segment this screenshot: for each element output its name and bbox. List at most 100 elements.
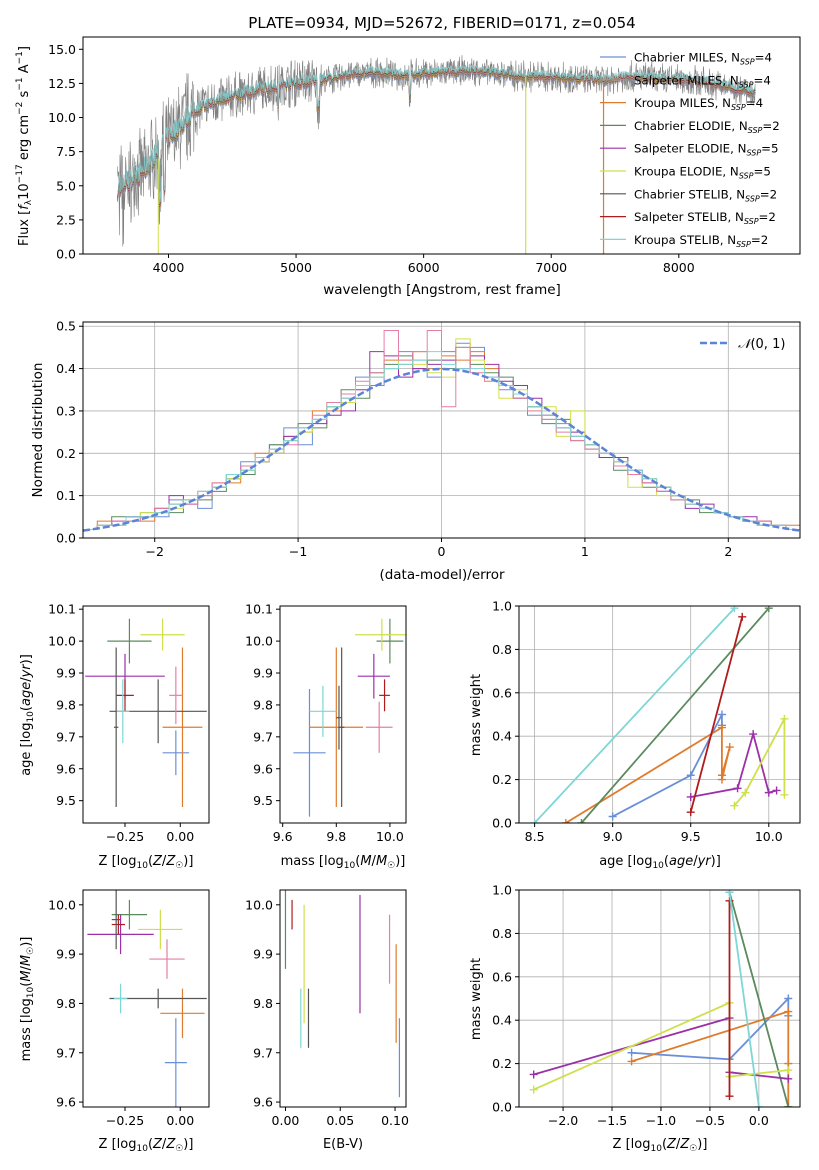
ebv-mass-axes-frame bbox=[279, 889, 407, 1108]
weight-point-marker bbox=[717, 710, 726, 719]
z-weight-ticks: −2.0 −1.5 −1.0 −0.5 0.0 0.0 0.2 0.4 0.6 0.8 1.0 bbox=[492, 883, 769, 1129]
weight-series-line bbox=[533, 607, 736, 823]
spectrum-title: PLATE=0934, MJD=52672, FIBERID=0171, z=0… bbox=[248, 14, 635, 32]
weight-series-line bbox=[689, 616, 744, 813]
weight-point-marker bbox=[754, 1103, 763, 1107]
weight-point-marker bbox=[733, 784, 742, 793]
weight-point-marker bbox=[686, 792, 695, 801]
weight-point-marker bbox=[725, 743, 734, 752]
weight-point-marker bbox=[784, 1066, 793, 1075]
x-tick-label: −1 bbox=[289, 544, 307, 559]
x-tick-label: 5000 bbox=[280, 260, 312, 275]
residual-panel: −2 −1 0 1 2 0.0 0.1 0.2 0.3 0.4 0.5 (data-model)/e… bbox=[30, 319, 801, 583]
legend-label: Chabrier ELODIE, NSSP=2 bbox=[634, 119, 780, 135]
x-tick-label: −0.25 bbox=[106, 1113, 144, 1128]
y-tick-label: 2.5 bbox=[56, 212, 76, 227]
age-weight-y-label: mass weight bbox=[469, 674, 484, 756]
z-age-panel: −0.25 0.00 9.5 9.6 9.7 9.8 9.9 10.0 10.1 Z [log1… bbox=[19, 602, 210, 871]
weight-point-marker bbox=[577, 819, 586, 823]
x-tick-label: 1 bbox=[581, 544, 589, 559]
legend-label: Salpeter ELODIE, NSSP=5 bbox=[634, 142, 779, 158]
age-weight-axes-frame bbox=[518, 605, 801, 824]
weight-point-marker bbox=[784, 1007, 793, 1016]
residual-legend: 𝒩(0, 1) bbox=[700, 337, 785, 352]
y-tick-label: 9.7 bbox=[56, 729, 76, 744]
legend-label: Chabrier STELIB, NSSP=2 bbox=[634, 187, 777, 203]
weight-point-marker bbox=[725, 890, 734, 897]
y-tick-label: 9.9 bbox=[253, 947, 273, 962]
x-tick-label: 4000 bbox=[153, 260, 185, 275]
y-tick-label: 1.0 bbox=[492, 599, 512, 614]
y-tick-label: 0.4 bbox=[56, 361, 76, 376]
weight-series-line bbox=[728, 892, 760, 1107]
weight-point-marker bbox=[608, 812, 617, 821]
y-tick-label: 9.5 bbox=[253, 793, 273, 808]
z-mass-panel: −0.25 0.00 9.6 9.7 9.8 9.9 10.0 Z [log10(Z/Z☉)… bbox=[19, 889, 210, 1154]
y-tick-label: 10.0 bbox=[48, 897, 76, 912]
x-tick-label: 9.5 bbox=[681, 829, 701, 844]
x-tick-label: 10.0 bbox=[755, 829, 783, 844]
weight-point-marker bbox=[764, 788, 773, 797]
x-tick-label: 9.6 bbox=[273, 829, 293, 844]
residual-ticks: −2 −1 0 1 2 0.0 0.1 0.2 0.3 0.4 0.5 bbox=[56, 319, 732, 559]
weight-point-marker bbox=[780, 790, 789, 799]
z-weight-y-label: mass weight bbox=[469, 958, 484, 1040]
x-tick-label: 0.00 bbox=[166, 829, 194, 844]
z-age-plot-area bbox=[85, 618, 207, 808]
weight-point-marker bbox=[784, 994, 793, 1003]
y-tick-label: 9.5 bbox=[56, 793, 76, 808]
legend-label-gaussian: 𝒩(0, 1) bbox=[738, 337, 785, 352]
y-tick-label: 1.0 bbox=[492, 883, 512, 898]
x-tick-label: 0 bbox=[438, 544, 446, 559]
z-mass-ticks: −0.25 0.00 9.6 9.7 9.8 9.9 10.0 bbox=[48, 897, 194, 1128]
y-tick-label: 9.8 bbox=[253, 996, 273, 1011]
z-weight-plot-area bbox=[519, 890, 800, 1107]
weight-point-marker bbox=[764, 606, 773, 613]
mass-age-panel: 9.6 9.8 10.0 9.5 9.6 9.7 9.8 9.9 10.0 10.1 mass [… bbox=[245, 602, 407, 871]
legend-label: Chabrier MILES, NSSP=4 bbox=[634, 51, 772, 67]
y-tick-label: 10.0 bbox=[245, 897, 273, 912]
legend-label: Kroupa MILES, NSSP=4 bbox=[634, 96, 763, 112]
y-tick-label: 9.8 bbox=[253, 697, 273, 712]
x-tick-label: 10.0 bbox=[376, 829, 404, 844]
y-tick-label: 0.4 bbox=[492, 1013, 512, 1028]
residual-y-label: Normed distribution bbox=[30, 363, 46, 498]
y-tick-label: 9.7 bbox=[253, 729, 273, 744]
y-tick-label: 0.0 bbox=[492, 816, 512, 831]
spectrum-y-label: Flux [fλ10−17 erg cm−2 s−1 A−1] bbox=[15, 46, 34, 246]
ebv-mass-panel: 0.00 0.05 0.10 9.6 9.7 9.8 9.9 10.0 E(B-V) bbox=[245, 889, 409, 1152]
weight-point-marker bbox=[627, 1057, 636, 1066]
residual-histogram-step bbox=[83, 330, 800, 538]
x-tick-label: 0.00 bbox=[272, 1113, 300, 1128]
x-tick-label: −2 bbox=[145, 544, 163, 559]
model-spectrum-line bbox=[117, 64, 756, 205]
spectrum-legend: Chabrier MILES, NSSP=4 Salpeter MILES, NS… bbox=[600, 51, 780, 249]
weight-point-marker bbox=[725, 1092, 734, 1101]
age-weight-ticks: 8.5 9.0 9.5 10.0 0.0 0.2 0.4 0.6 0.8 1.0 bbox=[492, 599, 783, 845]
y-tick-label: 9.9 bbox=[253, 666, 273, 681]
z-mass-x-label: Z [log10(Z/Z☉)] bbox=[99, 1137, 194, 1154]
x-tick-label: 0.00 bbox=[166, 1113, 194, 1128]
weight-point-marker bbox=[772, 786, 781, 795]
spectrum-plot-area bbox=[117, 55, 756, 254]
weight-point-marker bbox=[561, 819, 570, 823]
y-tick-label: 15.0 bbox=[48, 42, 76, 57]
spectrum-x-label: wavelength [Angstrom, rest frame] bbox=[323, 282, 561, 298]
x-tick-label: 9.0 bbox=[603, 829, 623, 844]
weight-series-line bbox=[580, 607, 770, 823]
y-tick-label: 10.1 bbox=[48, 602, 76, 617]
x-tick-label: 7000 bbox=[535, 260, 567, 275]
weight-point-marker bbox=[717, 771, 726, 780]
y-tick-label: 12.5 bbox=[48, 76, 76, 91]
residual-plot-area bbox=[83, 322, 800, 538]
weight-series-line bbox=[612, 714, 723, 818]
y-tick-label: 9.6 bbox=[56, 1095, 76, 1110]
gaussian-curve bbox=[83, 367, 800, 532]
weight-point-marker bbox=[749, 730, 758, 739]
y-tick-label: 9.6 bbox=[253, 1095, 273, 1110]
y-tick-label: 9.8 bbox=[56, 697, 76, 712]
z-mass-axes-frame bbox=[82, 889, 210, 1108]
z-age-x-label: Z [log10(Z/Z☉)] bbox=[99, 854, 194, 871]
spectrum-panel: PLATE=0934, MJD=52672, FIBERID=0171, z=0… bbox=[15, 14, 801, 298]
